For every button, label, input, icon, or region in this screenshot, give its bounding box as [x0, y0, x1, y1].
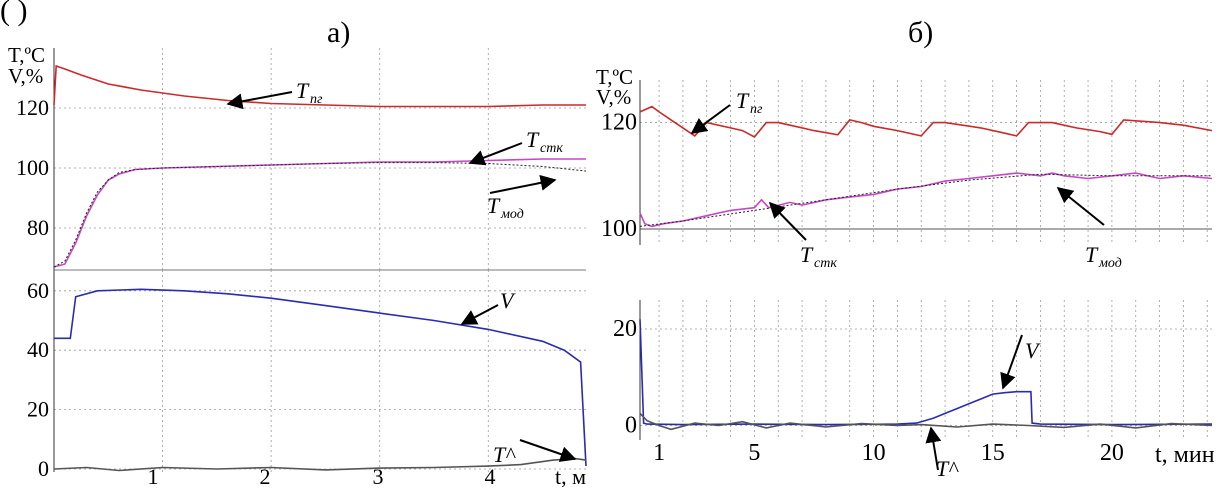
annotation-label: T	[800, 242, 814, 267]
y-tick-label: 0	[38, 456, 49, 481]
series-line-t-hat	[639, 412, 1213, 431]
annotation-subscript: мод	[1098, 256, 1122, 271]
panel-a-ylabel-1: T,ºC	[8, 43, 45, 67]
annotation-arrow	[1056, 186, 1105, 226]
annotation-label: T	[1085, 242, 1099, 267]
panel-a-xlabel: t, м	[555, 464, 586, 487]
panel-b-xlabel: t, мин	[1155, 442, 1215, 468]
panel-a-label: а)	[327, 16, 350, 49]
x-tick-label: 15	[981, 440, 1005, 466]
x-tick-label: 10	[862, 440, 886, 466]
header-text: ( )	[0, 0, 27, 27]
annotation-label: V	[500, 288, 516, 313]
annotation-subscript: стк	[814, 256, 837, 271]
annotation-arrow	[489, 174, 557, 194]
panel-b-ylabel-2: V,%	[596, 85, 631, 109]
annotation-subscript: мод	[500, 207, 524, 222]
y-tick-label: 40	[27, 337, 49, 362]
x-tick-label: 4	[485, 464, 496, 487]
annotation-arrow	[925, 426, 942, 471]
panel-b-ylabel-1: T,ºC	[596, 65, 633, 89]
y-tick-label: 120	[601, 110, 637, 136]
annotation-label: T^	[493, 442, 516, 467]
annotation-arrow	[519, 439, 577, 462]
annotation-label: T	[487, 193, 501, 218]
y-tick-label: 60	[27, 278, 49, 303]
annotation-label: T	[296, 78, 310, 103]
x-tick-label: 1	[148, 464, 159, 487]
series-line-v	[54, 288, 587, 467]
series-line-t-mod	[53, 162, 587, 268]
y-tick-label: 120	[16, 95, 49, 120]
annotation-arrow	[468, 142, 523, 166]
annotation-label: T	[526, 127, 540, 152]
annotation-label: T^	[936, 456, 959, 481]
x-tick-label: 5	[748, 440, 760, 466]
x-tick-label: 3	[373, 464, 384, 487]
annotation-label: V	[1025, 338, 1041, 363]
annotation-arrow	[690, 104, 731, 134]
x-tick-label: 2	[260, 464, 271, 487]
y-tick-label: 100	[601, 216, 637, 242]
annotation-arrow	[226, 91, 293, 110]
x-tick-label: 1	[653, 440, 665, 466]
y-tick-label: 20	[613, 316, 637, 342]
y-tick-label: 20	[27, 397, 49, 422]
series-line-t-hat	[53, 457, 587, 472]
y-tick-label: 80	[27, 215, 49, 240]
y-tick-label: 100	[16, 155, 49, 180]
panel-a-ylabel-2: V,%	[8, 64, 43, 88]
annotation-subscript: пг	[310, 92, 323, 107]
panel-b-label: б)	[908, 16, 933, 49]
series-line-t-mod	[639, 173, 1212, 227]
series-line-t-pg	[639, 105, 1213, 139]
annotation-arrow	[1000, 334, 1023, 390]
x-tick-label: 20	[1100, 440, 1124, 466]
annotation-label: T	[736, 88, 750, 113]
series-line-v	[639, 319, 1213, 426]
series-line-t-stk	[639, 172, 1213, 228]
annotation-subscript: стк	[540, 141, 563, 156]
annotation-arrow	[768, 201, 807, 241]
y-tick-label: 0	[625, 413, 637, 439]
annotation-subscript: пг	[750, 102, 763, 117]
annotation-arrow	[460, 304, 499, 325]
